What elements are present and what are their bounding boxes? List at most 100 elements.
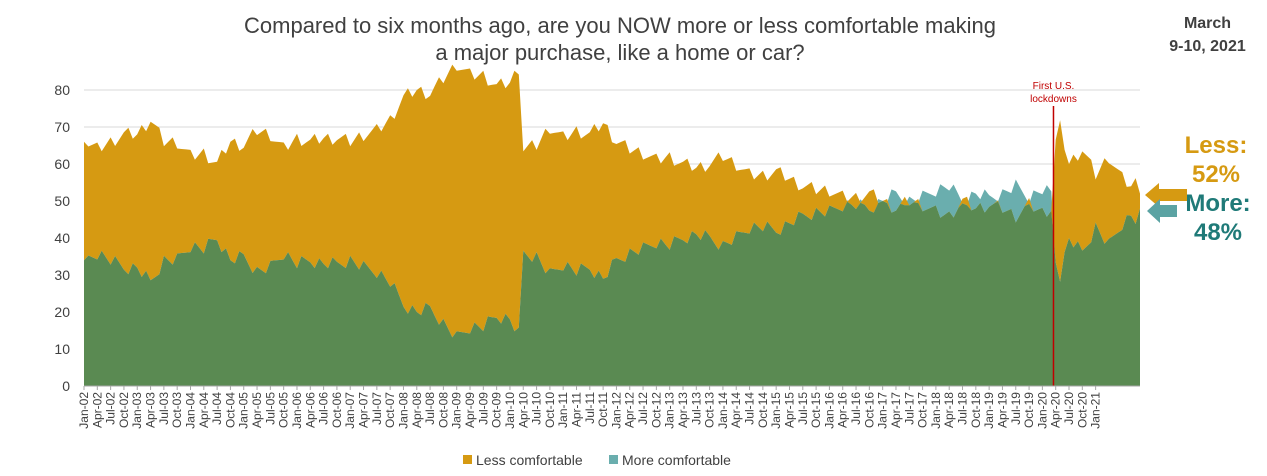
x-tick-label: Oct-06 (330, 392, 344, 428)
x-tick-label: Jan-21 (1089, 392, 1103, 429)
x-tick-label: Apr-03 (144, 392, 158, 428)
x-tick-label: Jul-14 (743, 392, 757, 425)
x-tick-label: Oct-14 (756, 392, 770, 428)
x-tick-label: Apr-11 (570, 392, 584, 427)
x-tick-label: Jul-07 (370, 392, 384, 425)
x-tick-label: Jul-10 (530, 392, 544, 425)
x-tick-label: Apr-10 (516, 392, 530, 428)
more-callout-label: More: (1185, 190, 1251, 217)
x-tick-label: Apr-15 (782, 392, 796, 428)
x-tick-label: Jul-11 (583, 392, 597, 424)
y-tick-label-60: 60 (54, 156, 70, 172)
y-tick-label-40: 40 (54, 230, 70, 246)
x-tick-label: Jan-09 (450, 392, 464, 429)
y-axis-ticks: 0 10 20 30 40 50 60 70 80 (54, 82, 70, 394)
x-tick-label: Oct-17 (916, 392, 930, 428)
x-tick-label: Jan-06 (290, 392, 304, 429)
x-tick-label: Apr-19 (995, 392, 1009, 428)
x-tick-label: Jan-05 (237, 392, 251, 429)
x-tick-label: Jul-02 (104, 392, 118, 425)
survey-date-month: March (1183, 15, 1232, 32)
x-tick-label: Oct-11 (596, 392, 610, 427)
x-tick-label: Jul-08 (423, 392, 437, 425)
x-tick-label: Oct-07 (383, 392, 397, 428)
y-tick-label-50: 50 (54, 193, 70, 209)
chart-areas (84, 64, 1140, 386)
x-tick-label: Oct-20 (1075, 392, 1089, 428)
x-tick-label: Jul-16 (849, 392, 863, 425)
x-tick-label: Oct-19 (1022, 392, 1036, 428)
x-tick-label: Jan-03 (130, 392, 144, 429)
x-tick-label: Oct-09 (490, 392, 504, 428)
x-tick-label: Jan-15 (769, 392, 783, 429)
x-tick-label: Apr-17 (889, 392, 903, 428)
x-tick-label: Jan-11 (556, 392, 570, 428)
x-tick-label: Oct-18 (969, 392, 983, 428)
chart-title: Compared to six months ago, are you NOW … (120, 12, 1120, 66)
x-tick-label: Jan-18 (929, 392, 943, 429)
x-tick-label: Oct-13 (703, 392, 717, 428)
x-tick-label: Jul-15 (796, 392, 810, 425)
lockdown-label-line-1: First U.S. (1033, 81, 1075, 92)
y-tick-label-80: 80 (54, 82, 70, 98)
x-tick-label: Jan-20 (1035, 392, 1049, 429)
x-tick-label: Jul-06 (317, 392, 331, 425)
y-tick-label-10: 10 (54, 341, 70, 357)
x-tick-label: Oct-04 (223, 392, 237, 428)
x-tick-label: Jul-09 (476, 392, 490, 425)
x-tick-label: Jul-20 (1062, 392, 1076, 425)
chart-title-line-1: Compared to six months ago, are you NOW … (244, 13, 996, 38)
x-tick-label: Apr-14 (729, 392, 743, 428)
x-tick-label: Jan-17 (876, 392, 890, 429)
less-arrow-icon (1145, 183, 1187, 207)
x-axis-ticks: Jan-02 Apr-02 Jul-02 Oct-02 Jan-03 Apr-03 Jul-… (77, 385, 1140, 429)
less-callout-label: Less: (1184, 132, 1248, 159)
x-tick-label: Jan-14 (716, 392, 730, 429)
x-tick-label: Apr-05 (250, 392, 264, 428)
y-tick-label-70: 70 (54, 119, 70, 135)
x-tick-label: Apr-16 (836, 392, 850, 428)
x-tick-label: Apr-20 (1049, 392, 1063, 428)
legend-label-less: Less comfortable (476, 452, 583, 468)
lockdown-annotation: First U.S. lockdowns (1030, 81, 1077, 386)
less-callout: Less: 52% (1180, 131, 1252, 189)
chart-legend: Less comfortable More comfortable (463, 452, 731, 468)
x-tick-label: Oct-03 (170, 392, 184, 428)
x-tick-label: Oct-15 (809, 392, 823, 428)
x-tick-label: Jan-19 (982, 392, 996, 429)
x-tick-label: Jan-02 (77, 392, 91, 429)
x-tick-label: Oct-10 (543, 392, 557, 428)
y-tick-label-0: 0 (62, 378, 70, 394)
x-tick-label: Jul-12 (636, 392, 650, 425)
x-tick-label: Apr-12 (623, 392, 637, 428)
x-tick-label: Apr-07 (357, 392, 371, 428)
x-tick-label: Jul-18 (956, 392, 970, 425)
x-tick-label: Oct-05 (277, 392, 291, 428)
more-callout-value: 48% (1193, 219, 1243, 246)
x-tick-label: Jan-16 (822, 392, 836, 429)
x-tick-label: Jul-19 (1009, 392, 1023, 425)
more-arrow-icon (1147, 199, 1177, 223)
more-callout: More: 48% (1178, 189, 1258, 247)
x-tick-label: Jan-10 (503, 392, 517, 429)
series-more-comfortable (84, 179, 1140, 338)
x-tick-label: Jan-12 (609, 392, 623, 429)
y-tick-label-20: 20 (54, 304, 70, 320)
x-tick-label: Jan-07 (343, 392, 357, 429)
x-tick-label: Apr-02 (90, 392, 104, 428)
x-tick-label: Apr-18 (942, 392, 956, 428)
x-tick-label: Jul-04 (210, 392, 224, 425)
x-tick-label: Oct-12 (649, 392, 663, 428)
legend-label-more: More comfortable (622, 452, 731, 468)
x-tick-label: Apr-06 (303, 392, 317, 428)
x-tick-label: Oct-16 (862, 392, 876, 428)
chart-title-line-2: a major purchase, like a home or car? (435, 40, 805, 65)
survey-date: March 9-10, 2021 (1150, 12, 1265, 58)
x-tick-label: Apr-04 (197, 392, 211, 428)
x-tick-label: Apr-09 (463, 392, 477, 428)
x-tick-label: Jul-03 (157, 392, 171, 425)
legend-swatch-less (463, 455, 472, 464)
lockdown-label-line-2: lockdowns (1030, 94, 1077, 105)
x-tick-label: Apr-08 (410, 392, 424, 428)
